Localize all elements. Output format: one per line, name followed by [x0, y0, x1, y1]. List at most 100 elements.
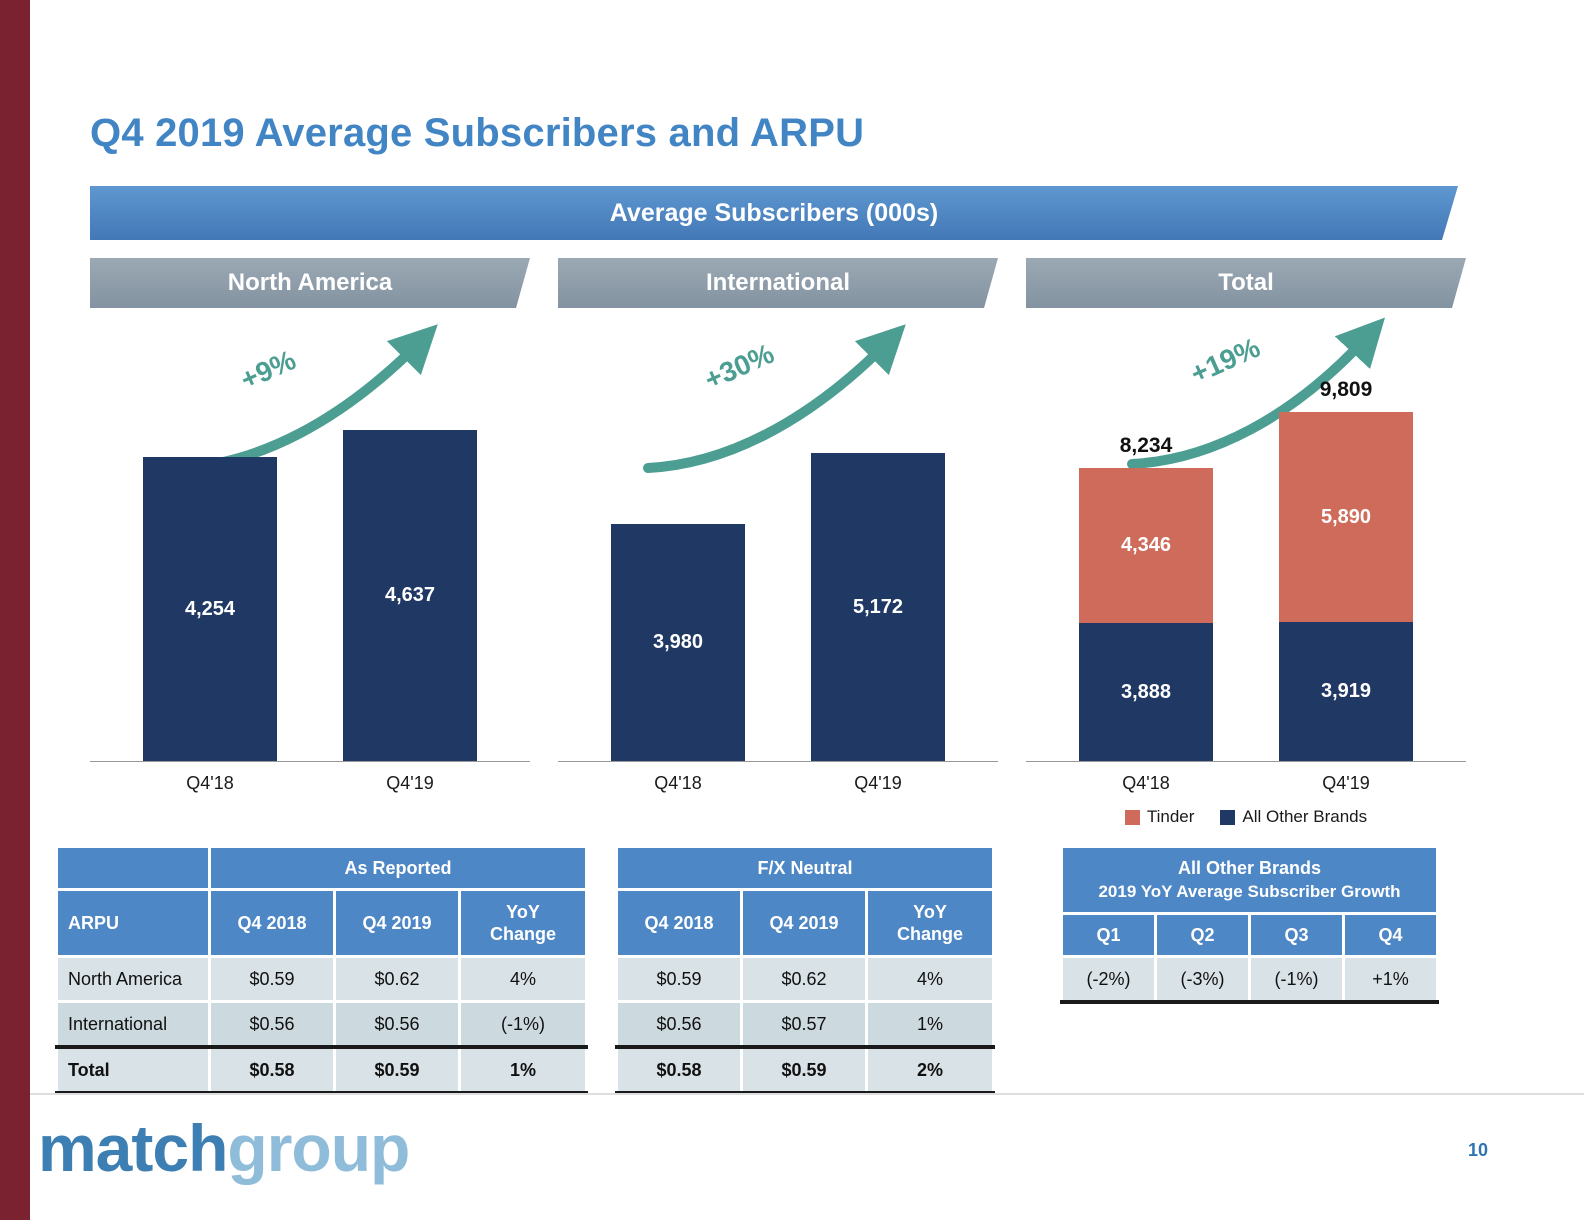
table-cell: 1%	[865, 1000, 995, 1049]
bar-segment-tinder: 4,346	[1079, 468, 1213, 623]
table-cell: (-2%)	[1060, 955, 1157, 1004]
matchgroup-logo: matchgroup	[38, 1110, 410, 1186]
bar-value-label: 4,637	[384, 584, 436, 606]
table-cell: $0.58	[208, 1045, 336, 1095]
bar-total-label: 8,234	[1119, 434, 1173, 457]
column-header: Q4 2019	[740, 888, 868, 958]
blank-header-cell	[55, 845, 211, 891]
region-banner-label: Total	[1218, 269, 1274, 296]
table-row: International $0.56 $0.56 (-1%)	[55, 1000, 588, 1049]
table-cell: 4%	[865, 955, 995, 1003]
bar-value-label: 5,172	[852, 595, 904, 618]
table-cell: (-3%)	[1154, 955, 1251, 1004]
column-header: Q1	[1060, 912, 1157, 958]
growth-label: +30%	[700, 338, 779, 396]
table-cell: $0.56	[333, 1000, 461, 1049]
table-cell: $0.62	[740, 955, 868, 1003]
growth-arrow-icon: +30%	[643, 324, 906, 473]
table-cell: $0.59	[740, 1045, 868, 1095]
x-axis-label: Q4'18	[1122, 773, 1170, 793]
table-row: (-2%) (-3%) (-1%) +1%	[1060, 955, 1439, 1004]
table-cell: 4%	[458, 955, 588, 1003]
region-banner-total: Total	[1026, 258, 1466, 308]
bar-segment-all-other-brands: 3,888	[1079, 623, 1213, 761]
chart-international: International +30% 3,980 5,172 Q4'18 Q4'19	[558, 258, 998, 827]
average-subscribers-banner: Average Subscribers (000s)	[90, 186, 1458, 240]
table-row: North America $0.59 $0.62 4%	[55, 955, 588, 1003]
x-axis-label: Q4'19	[386, 773, 434, 793]
x-axis-labels: Q4'18 Q4'19	[558, 762, 998, 794]
table-cell: $0.56	[208, 1000, 336, 1049]
table-cell: $0.59	[615, 955, 743, 1003]
bar-value-label: 3,980	[652, 631, 704, 653]
table-cell: 1%	[458, 1045, 588, 1095]
region-banner-north-america: North America	[90, 258, 530, 308]
chart-north-america: North America +9% 4,254 4,637 Q4'18 Q4'19	[90, 258, 530, 827]
table-cell: $0.59	[208, 955, 336, 1003]
bar-Q4'18: 8,234 4,346 3,888	[1079, 434, 1213, 761]
table-row: $0.58 $0.59 2%	[615, 1045, 995, 1095]
x-axis-label: Q4'19	[1322, 773, 1370, 793]
table-group-header: As Reported	[208, 845, 588, 891]
column-header: YoY Change	[458, 888, 588, 958]
table-cell: (-1%)	[1248, 955, 1345, 1004]
bar-chart-total: +19% 8,234 4,346 3,888 9,809 5,890 3,919	[1026, 308, 1466, 762]
legend-item-all-other-brands: All Other Brands	[1220, 807, 1367, 827]
bar-value-label: 4,254	[184, 597, 236, 620]
legend-label: Tinder	[1146, 807, 1195, 826]
logo-group-text: group	[227, 1111, 410, 1185]
column-header-arpu: ARPU	[55, 888, 211, 958]
logo-match-text: match	[38, 1111, 228, 1185]
tinder-swatch-icon	[1124, 809, 1140, 825]
bar-chart-north-america: +9% 4,254 4,637	[90, 308, 530, 762]
x-axis-labels: Q4'18 Q4'19	[90, 762, 530, 794]
x-axis-labels: Q4'18 Q4'19	[1026, 762, 1466, 794]
page-number: 10	[1468, 1140, 1489, 1160]
table-cell: (-1%)	[458, 1000, 588, 1049]
region-banner-international: International	[558, 258, 998, 308]
table-cell: $0.59	[333, 1045, 461, 1095]
bar-Q4'18: 4,254	[143, 457, 277, 761]
column-header: Q4	[1342, 912, 1439, 958]
all-other-brands-swatch-icon	[1220, 809, 1236, 825]
as-reported-table: As Reported ARPU Q4 2018 Q4 2019 YoY Cha…	[55, 845, 588, 1095]
table-cell: $0.57	[740, 1000, 868, 1049]
row-label-cell: North America	[55, 955, 211, 1003]
row-label-cell: Total	[55, 1045, 211, 1095]
x-axis-label: Q4'19	[854, 773, 902, 793]
bar-segment-all-other-brands: 3,919	[1279, 622, 1413, 761]
growth-arrow-icon: +19%	[1127, 317, 1386, 469]
footer-divider	[30, 1093, 1584, 1095]
growth-label: +19%	[1186, 332, 1265, 390]
average-subscribers-banner-label: Average Subscribers (000s)	[609, 198, 939, 227]
charts-row: North America +9% 4,254 4,637 Q4'18 Q4'19 …	[90, 258, 1466, 827]
row-label-cell: International	[55, 1000, 211, 1049]
chart-total: Total +19% 8,234 4,346 3,888 9,809 5,890 3,91…	[1026, 258, 1466, 827]
bar-Q4'18: 3,980	[611, 524, 745, 761]
region-banner-label: North America	[227, 269, 393, 296]
legend-label: All Other Brands	[1242, 807, 1368, 826]
table-group-header: F/X Neutral	[615, 845, 995, 891]
region-banner-label: International	[705, 269, 850, 296]
bar-Q4'19: 4,637	[343, 430, 477, 761]
bar-Q4'19: 5,172	[811, 453, 945, 761]
column-header: YoY Change	[865, 888, 995, 958]
left-accent-bar	[0, 0, 30, 1220]
column-header: Q4 2018	[208, 888, 336, 958]
column-header: Q3	[1248, 912, 1345, 958]
table-cell: $0.58	[615, 1045, 743, 1095]
column-header: Q4 2018	[615, 888, 743, 958]
column-header: Q4 2019	[333, 888, 461, 958]
table-cell: $0.62	[333, 955, 461, 1003]
bar-segment-tinder: 5,890	[1279, 412, 1413, 622]
bar-total-label: 9,809	[1319, 378, 1373, 401]
x-axis-label: Q4'18	[654, 773, 702, 793]
fx-neutral-table: F/X Neutral Q4 2018 Q4 2019 YoY Change $…	[615, 845, 995, 1095]
legend-item-tinder: Tinder	[1124, 807, 1195, 827]
page-title: Q4 2019 Average Subscribers and ARPU	[90, 110, 865, 155]
bar-chart-international: +30% 3,980 5,172	[558, 308, 998, 762]
x-axis-label: Q4'18	[186, 773, 234, 793]
table-row: $0.59 $0.62 4%	[615, 955, 995, 1003]
table-cell: 2%	[865, 1045, 995, 1095]
